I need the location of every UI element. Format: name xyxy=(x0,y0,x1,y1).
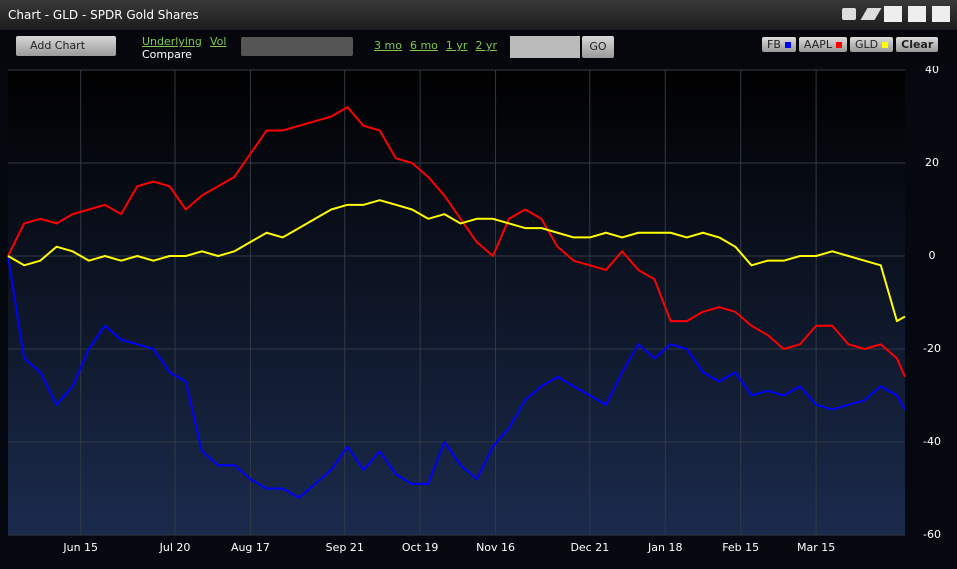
y-tick-label: -40 xyxy=(923,435,941,448)
legend: FB AAPL GLD Clear xyxy=(762,37,939,53)
wrench-icon[interactable] xyxy=(860,8,882,20)
go-label: GO xyxy=(589,40,607,53)
x-tick-label: Dec 21 xyxy=(570,541,609,554)
add-chart-button[interactable]: Add Chart xyxy=(16,36,116,56)
minimize-button[interactable] xyxy=(884,6,902,22)
legend-swatch xyxy=(882,42,889,48)
legend-item[interactable]: GLD xyxy=(850,37,894,52)
legend-label: FB xyxy=(767,38,781,51)
legend-swatch xyxy=(784,42,791,48)
x-tick-label: Jun 15 xyxy=(62,541,98,554)
range-link[interactable]: 1 yr xyxy=(445,39,468,52)
title-bar: Chart - GLD - SPDR Gold Shares xyxy=(0,0,957,30)
y-tick-label: 0 xyxy=(929,249,936,262)
x-tick-label: Oct 19 xyxy=(402,541,439,554)
x-tick-label: Jul 20 xyxy=(159,541,191,554)
clear-button[interactable]: Clear xyxy=(896,37,939,52)
vol-link[interactable]: Vol xyxy=(210,35,227,48)
window-controls xyxy=(842,6,952,24)
series-line xyxy=(7,255,906,499)
legend-item[interactable]: AAPL xyxy=(798,37,847,52)
range-link[interactable]: 3 mo xyxy=(374,39,402,52)
y-tick-label: 40 xyxy=(925,66,939,76)
range-links: 3 mo 6 mo 1 yr 2 yr xyxy=(374,39,505,52)
symbol-input[interactable] xyxy=(510,36,580,58)
underlying-link[interactable]: Underlying xyxy=(142,35,202,48)
legend-label: AAPL xyxy=(803,38,832,51)
series-line xyxy=(7,106,906,378)
legend-label: GLD xyxy=(855,38,879,51)
clear-label: Clear xyxy=(901,38,934,51)
x-tick-label: Sep 21 xyxy=(326,541,364,554)
maximize-button[interactable] xyxy=(908,6,926,22)
y-tick-label: 20 xyxy=(925,156,939,169)
x-tick-label: Mar 15 xyxy=(797,541,835,554)
camera-icon[interactable] xyxy=(842,8,856,20)
range-link[interactable]: 6 mo xyxy=(409,39,438,52)
add-chart-label: Add Chart xyxy=(30,39,86,52)
window-title: Chart - GLD - SPDR Gold Shares xyxy=(8,8,199,22)
toolbar: Add Chart Underlying Vol Compare 3 mo 6 m… xyxy=(0,30,957,66)
compare-label: Compare xyxy=(142,48,192,61)
y-tick-label: -60 xyxy=(923,528,941,541)
plot-area xyxy=(8,70,905,535)
x-tick-label: Nov 16 xyxy=(476,541,515,554)
chart: -60 -40 -20 0 20 40 Jun 15 Jul 20 Aug 17 Sep 21 Oc… xyxy=(0,66,957,569)
drawing-tools[interactable] xyxy=(241,37,353,56)
y-tick-label: -20 xyxy=(923,342,941,355)
legend-item[interactable]: FB xyxy=(762,37,796,52)
x-tick-label: Aug 17 xyxy=(231,541,270,554)
go-button[interactable]: GO xyxy=(582,36,614,58)
close-button[interactable] xyxy=(932,6,950,22)
x-tick-label: Feb 15 xyxy=(722,541,759,554)
x-tick-label: Jan 18 xyxy=(647,541,682,554)
series-line xyxy=(7,199,906,323)
legend-swatch xyxy=(836,42,842,48)
range-link[interactable]: 2 yr xyxy=(475,39,497,52)
